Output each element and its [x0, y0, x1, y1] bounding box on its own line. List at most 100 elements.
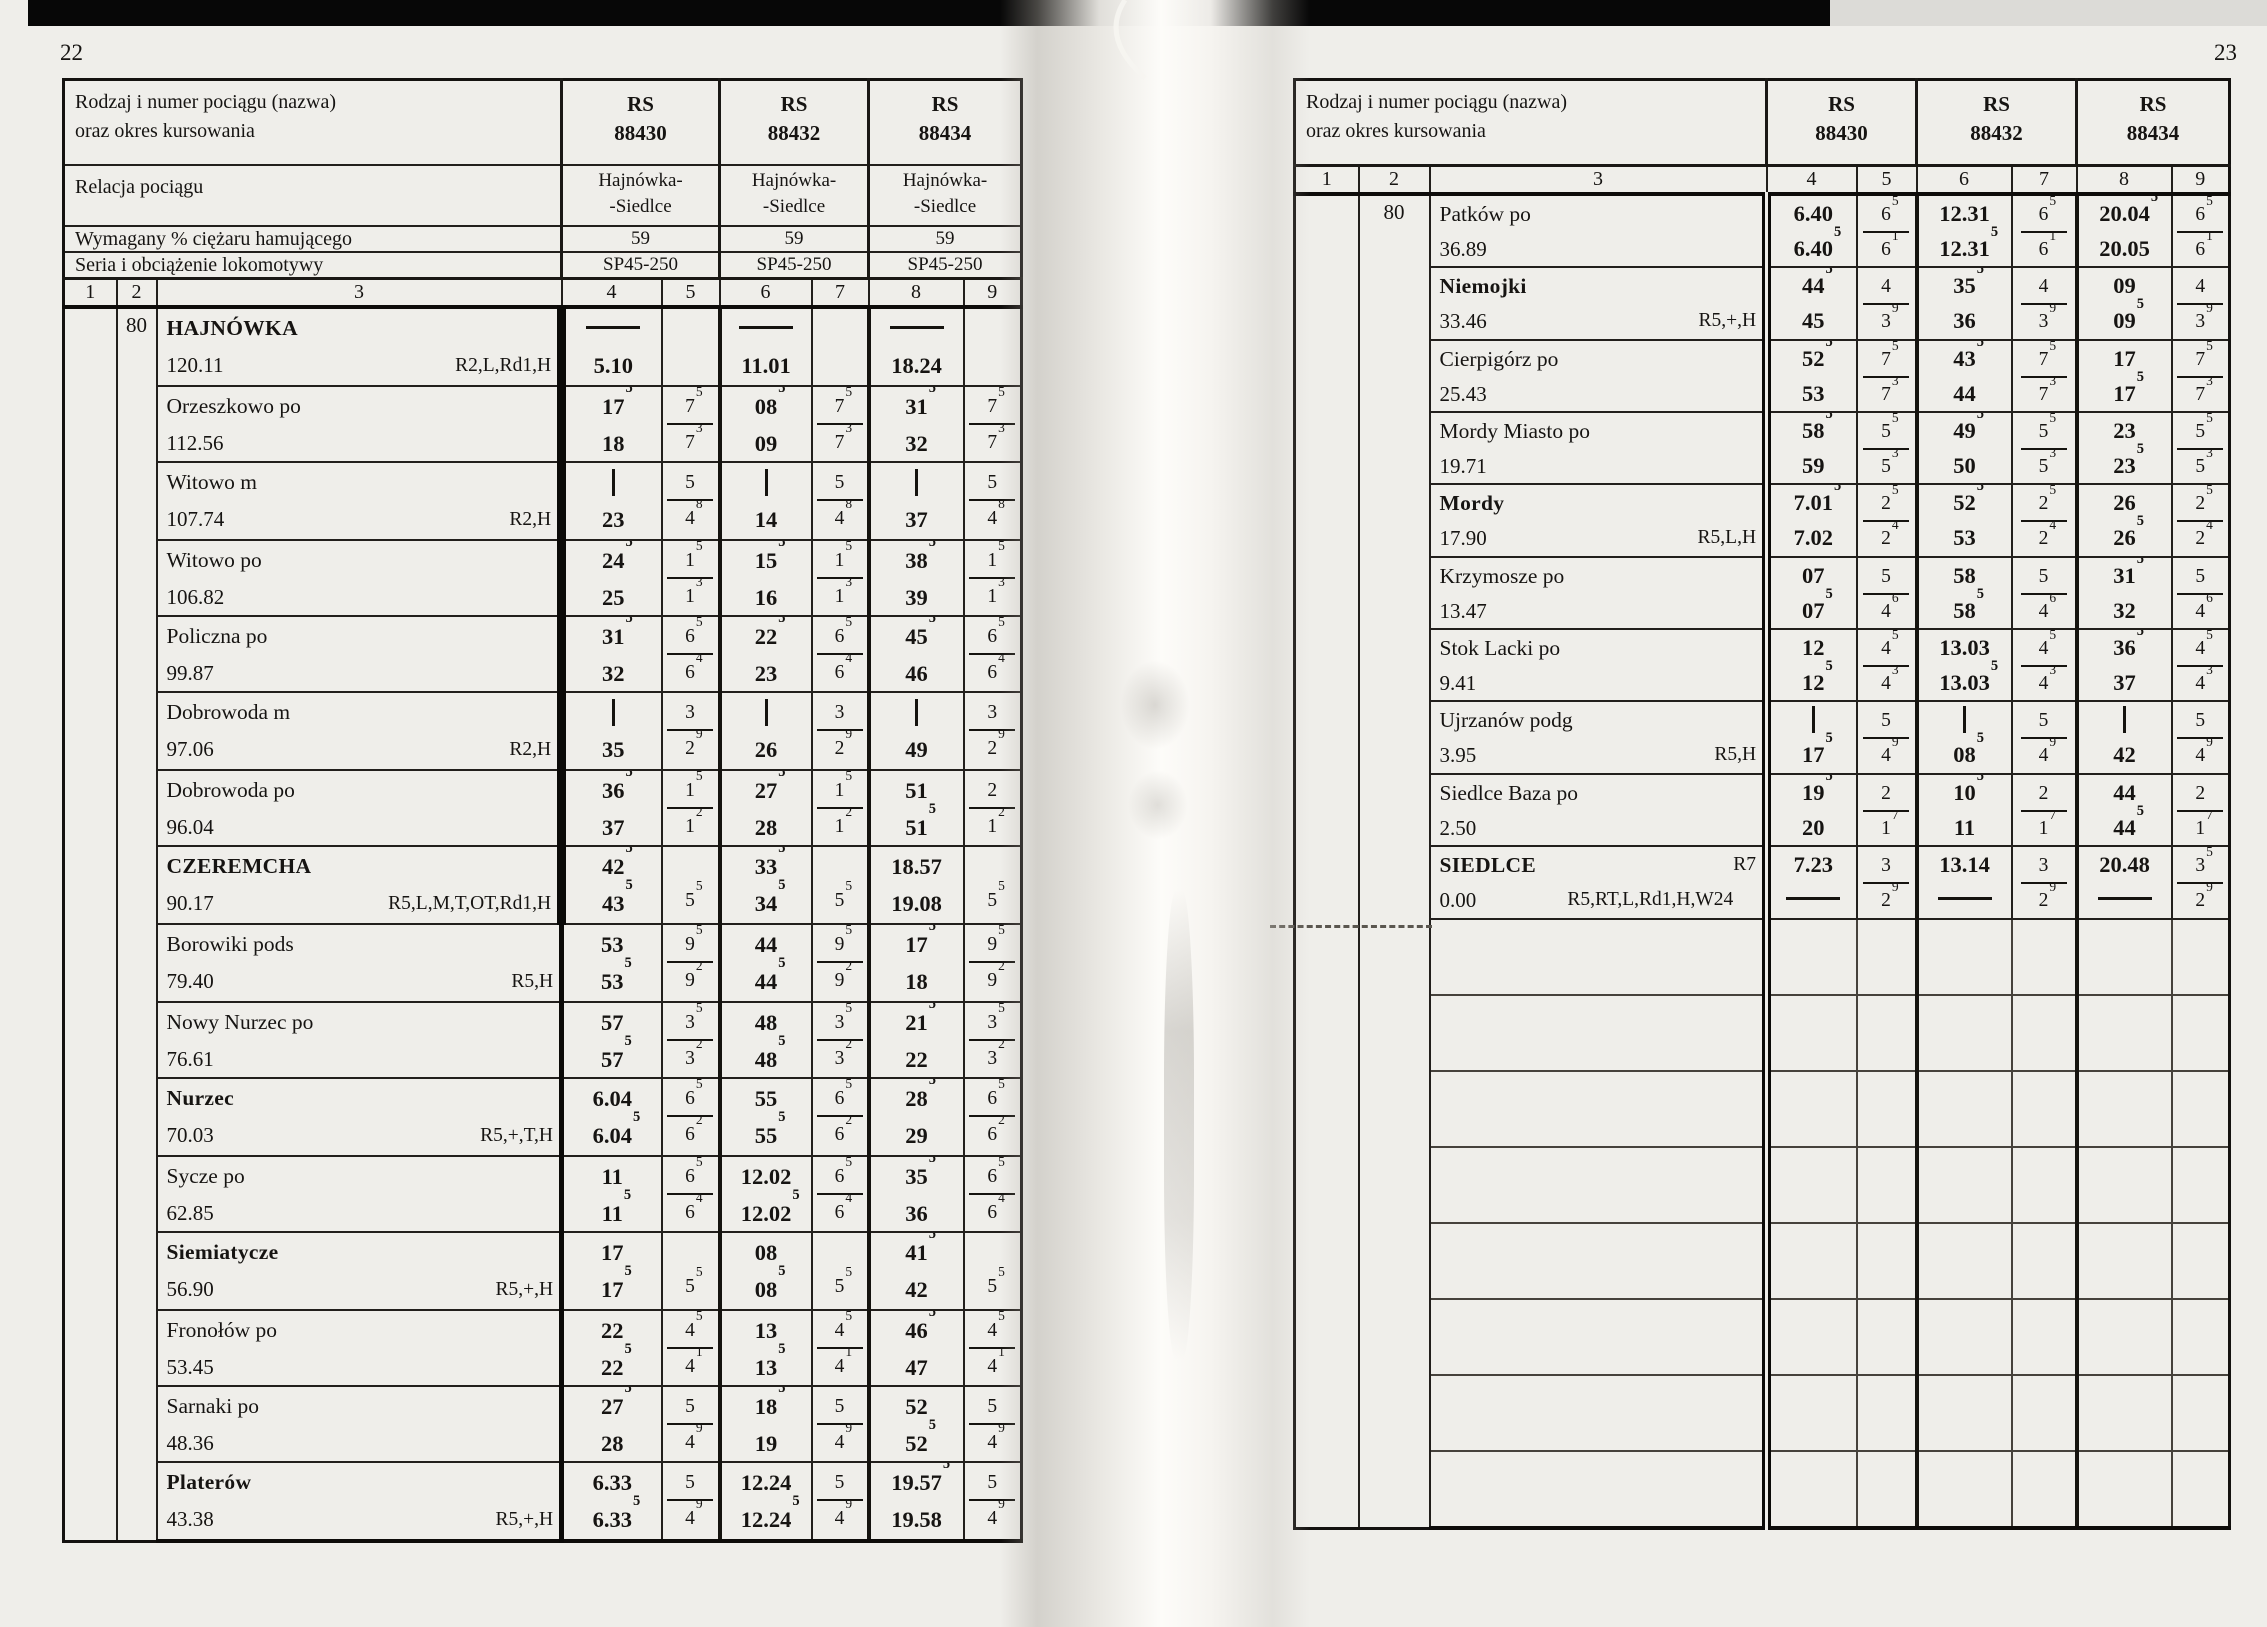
empty-cell — [1914, 994, 2013, 1072]
time-cell: 53 53 5 — [559, 923, 663, 1003]
time-arrival: 26 — [2113, 490, 2136, 515]
station-km: 48.36 — [166, 1431, 214, 1455]
station-name: Siemiatycze — [166, 1240, 279, 1264]
time-departure: 42 — [2113, 742, 2136, 767]
time-departure: 57 5 — [601, 1033, 632, 1072]
header-row-train: Rodzaj i numer pociągu (nazwa) oraz okre… — [1293, 78, 2231, 167]
train-3-header: RS 88434 — [2075, 78, 2231, 167]
empty-cell — [2170, 918, 2231, 996]
station-row: Siemiatycze 56.90 R5,+,H 17 17 5 5 5 08 08 5 5 5 41 5 4… — [64, 1231, 1023, 1311]
time-departure: 6.33 5 — [592, 1493, 641, 1532]
time-cell: 13.14 — [1914, 845, 2013, 920]
time-departure: 44 5 — [754, 955, 786, 994]
time-departure: 12.02 5 — [740, 1187, 800, 1226]
station-row: Siedlce Baza po 2.50 19 5 20 2 1 7 10 5 11 2 1 7 44 44 5… — [1295, 773, 2231, 847]
time-cell: 6.33 6.33 5 — [559, 1461, 663, 1543]
time-arrival: 33 5 — [754, 846, 786, 879]
runtime-top: 5 — [816, 1465, 863, 1501]
empty-cell — [1428, 918, 1768, 996]
time-arrival: 12 — [1802, 635, 1825, 660]
time-cell: 20.04 5 20.05 — [2074, 193, 2173, 268]
station-km: 70.03 — [166, 1123, 214, 1147]
station-km-line: 96.04 — [159, 808, 558, 844]
header-label-cell: Rodzaj i numer pociągu (nazwa) oraz okre… — [1293, 78, 1768, 167]
empty-cell — [1914, 1222, 2013, 1300]
time-departure: 5.10 — [593, 353, 633, 378]
station-cell: Krzymosze po 13.47 — [1428, 556, 1768, 630]
header-row-brake: Wymagany % ciężaru hamującego 59 59 59 — [62, 225, 1023, 253]
time-departure: 17 5 — [1802, 730, 1833, 767]
relation-train-1: Hajnówka- -Siedlce — [560, 164, 721, 227]
time-cell: 45 5 46 — [866, 615, 965, 693]
empty-cell — [1855, 1146, 1918, 1224]
runtime-bottom — [969, 345, 1015, 379]
station-km-line: 76.61 — [159, 1040, 560, 1076]
time-arrival — [571, 694, 660, 730]
time-departure: 19 — [754, 1431, 778, 1456]
station-row: Policzna po 99.87 31 5 32 6 5 6 4 22 5 23 6 5 6 4 45 5 46 6… — [64, 615, 1023, 693]
pass-through-bar — [764, 469, 768, 497]
station-km-line: 43.38 R5,+,H — [159, 1500, 560, 1537]
empty-cell — [2010, 994, 2078, 1072]
time-cell: 11 11 5 — [559, 1155, 663, 1233]
header-label-line2: oraz okres kursowania — [75, 120, 255, 142]
runtime-top — [817, 311, 863, 345]
time-arrival: 31 5 — [602, 616, 633, 649]
station-km-line: 25.43 — [1432, 376, 1763, 410]
runtime-top: 5 — [969, 1389, 1016, 1425]
time-departure: 46 — [905, 661, 928, 686]
time-arrival: 13 — [754, 1318, 778, 1343]
line-number-cell: 80 — [115, 306, 158, 1542]
time-departure: 13 5 — [754, 1341, 786, 1380]
runtime-top: 3 — [816, 695, 863, 731]
time-arrival: 51 — [905, 778, 928, 803]
time-arrival — [1921, 703, 2010, 737]
empty-cell — [1428, 1146, 1768, 1224]
time-arrival — [724, 309, 810, 346]
time-departure: 44 5 — [2113, 803, 2145, 840]
time-departure: 28 — [601, 1431, 624, 1456]
runtime-top: 4 — [1863, 270, 1910, 305]
empty-cell — [2010, 918, 2078, 996]
station-row: Cierpigórz po 25.43 52 5 53 7 5 7 3 43 5 44 7 5 7 3 17 17… — [1295, 339, 2231, 413]
time-arrival: 58 5 — [1802, 412, 1833, 443]
station-km: 53.45 — [166, 1355, 214, 1379]
col-number: 4 — [560, 277, 663, 309]
station-name: Sarnaki po — [166, 1394, 260, 1418]
station-cell: SIEDLCE R7 0.00 R5,RT,L,Rd1,H,W24 — [1428, 845, 1768, 920]
